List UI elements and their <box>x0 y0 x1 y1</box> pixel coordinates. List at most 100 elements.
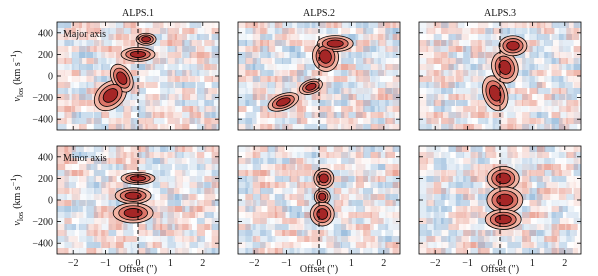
row-label: Major axis <box>63 29 106 40</box>
noise-cell <box>138 100 151 106</box>
noise-cell <box>304 230 318 236</box>
x-tick-label: 2 <box>562 258 567 269</box>
noise-cell <box>529 236 539 242</box>
noise-cell <box>79 206 88 212</box>
noise-cell <box>282 28 295 34</box>
noise-cell <box>252 40 263 46</box>
noise-cell <box>426 106 440 112</box>
x-tick-label: −2 <box>68 258 79 269</box>
noise-cell <box>101 76 116 82</box>
noise-cell <box>333 22 343 28</box>
noise-cell <box>566 52 581 58</box>
noise-cell <box>101 40 112 46</box>
noise-cell <box>245 76 259 82</box>
noise-cell <box>341 22 352 28</box>
noise-cell <box>363 112 372 118</box>
noise-cell <box>470 46 482 52</box>
noise-cell <box>392 248 400 254</box>
noise-cell <box>514 212 530 218</box>
noise-cell <box>419 106 429 112</box>
noise-cell <box>341 158 355 164</box>
noise-cell <box>138 112 152 118</box>
noise-cell <box>348 206 359 212</box>
noise-cell <box>370 206 381 212</box>
noise-cell <box>492 28 503 34</box>
noise-cell <box>514 118 523 124</box>
noise-cell <box>252 182 266 188</box>
noise-cell <box>441 194 450 200</box>
noise-cell <box>296 170 312 176</box>
noise-cell <box>245 94 257 100</box>
noise-cell <box>204 34 219 40</box>
noise-cell <box>529 40 540 46</box>
noise-cell <box>196 82 205 88</box>
noise-cell <box>419 100 432 106</box>
noise-cell <box>108 230 117 236</box>
noise-cell <box>333 70 348 76</box>
noise-cell <box>115 236 126 242</box>
noise-cell <box>551 76 564 82</box>
noise-cell <box>455 100 468 106</box>
noise-cell <box>333 176 349 182</box>
noise-cell <box>341 76 352 82</box>
noise-cell <box>426 118 439 124</box>
noise-cell <box>138 28 150 34</box>
noise-cell <box>507 164 519 170</box>
noise-cell <box>433 22 448 28</box>
noise-cell <box>267 188 277 194</box>
noise-cell <box>558 194 567 200</box>
noise-cell <box>238 182 250 188</box>
noise-cell <box>341 242 351 248</box>
noise-cell <box>167 206 183 212</box>
noise-cell <box>145 248 158 254</box>
noise-cell <box>64 230 75 236</box>
noise-cell <box>64 170 78 176</box>
noise-cell <box>326 76 340 82</box>
noise-cell <box>441 28 449 34</box>
noise-cell <box>558 248 573 254</box>
noise-cell <box>79 88 91 94</box>
noise-cell <box>470 76 484 82</box>
noise-cell <box>355 188 365 194</box>
noise-cell <box>377 194 390 200</box>
noise-cell <box>296 52 306 58</box>
noise-cell <box>204 206 216 212</box>
noise-cell <box>333 170 348 176</box>
noise-cell <box>536 188 551 194</box>
noise-cell <box>182 76 196 82</box>
noise-cell <box>448 188 463 194</box>
noise-cell <box>573 248 581 254</box>
noise-cell <box>470 88 479 94</box>
noise-cell <box>311 40 320 46</box>
noise-cell <box>167 194 180 200</box>
noise-cell <box>470 236 485 242</box>
noise-cell <box>514 70 529 76</box>
panel <box>238 22 400 130</box>
noise-cell <box>319 118 331 124</box>
noise-cell <box>196 28 206 34</box>
noise-cell <box>470 146 483 152</box>
noise-cell <box>260 112 270 118</box>
noise-cell <box>392 40 400 46</box>
noise-cell <box>470 164 480 170</box>
noise-cell <box>101 230 109 236</box>
noise-cell <box>238 64 251 70</box>
noise-cell <box>529 194 543 200</box>
noise-cell <box>282 158 296 164</box>
noise-cell <box>282 188 293 194</box>
noise-cell <box>477 218 490 224</box>
noise-cell <box>93 34 105 40</box>
noise-cell <box>566 118 581 124</box>
noise-cell <box>385 28 399 34</box>
noise-cell <box>304 158 315 164</box>
noise-cell <box>355 76 370 82</box>
noise-cell <box>477 52 492 58</box>
noise-cell <box>130 40 144 46</box>
noise-cell <box>448 224 459 230</box>
noise-cell <box>267 176 275 182</box>
noise-cell <box>463 64 477 70</box>
noise-cell <box>145 236 161 242</box>
noise-cell <box>377 212 388 218</box>
noise-cell <box>536 248 552 254</box>
noise-cell <box>101 188 115 194</box>
